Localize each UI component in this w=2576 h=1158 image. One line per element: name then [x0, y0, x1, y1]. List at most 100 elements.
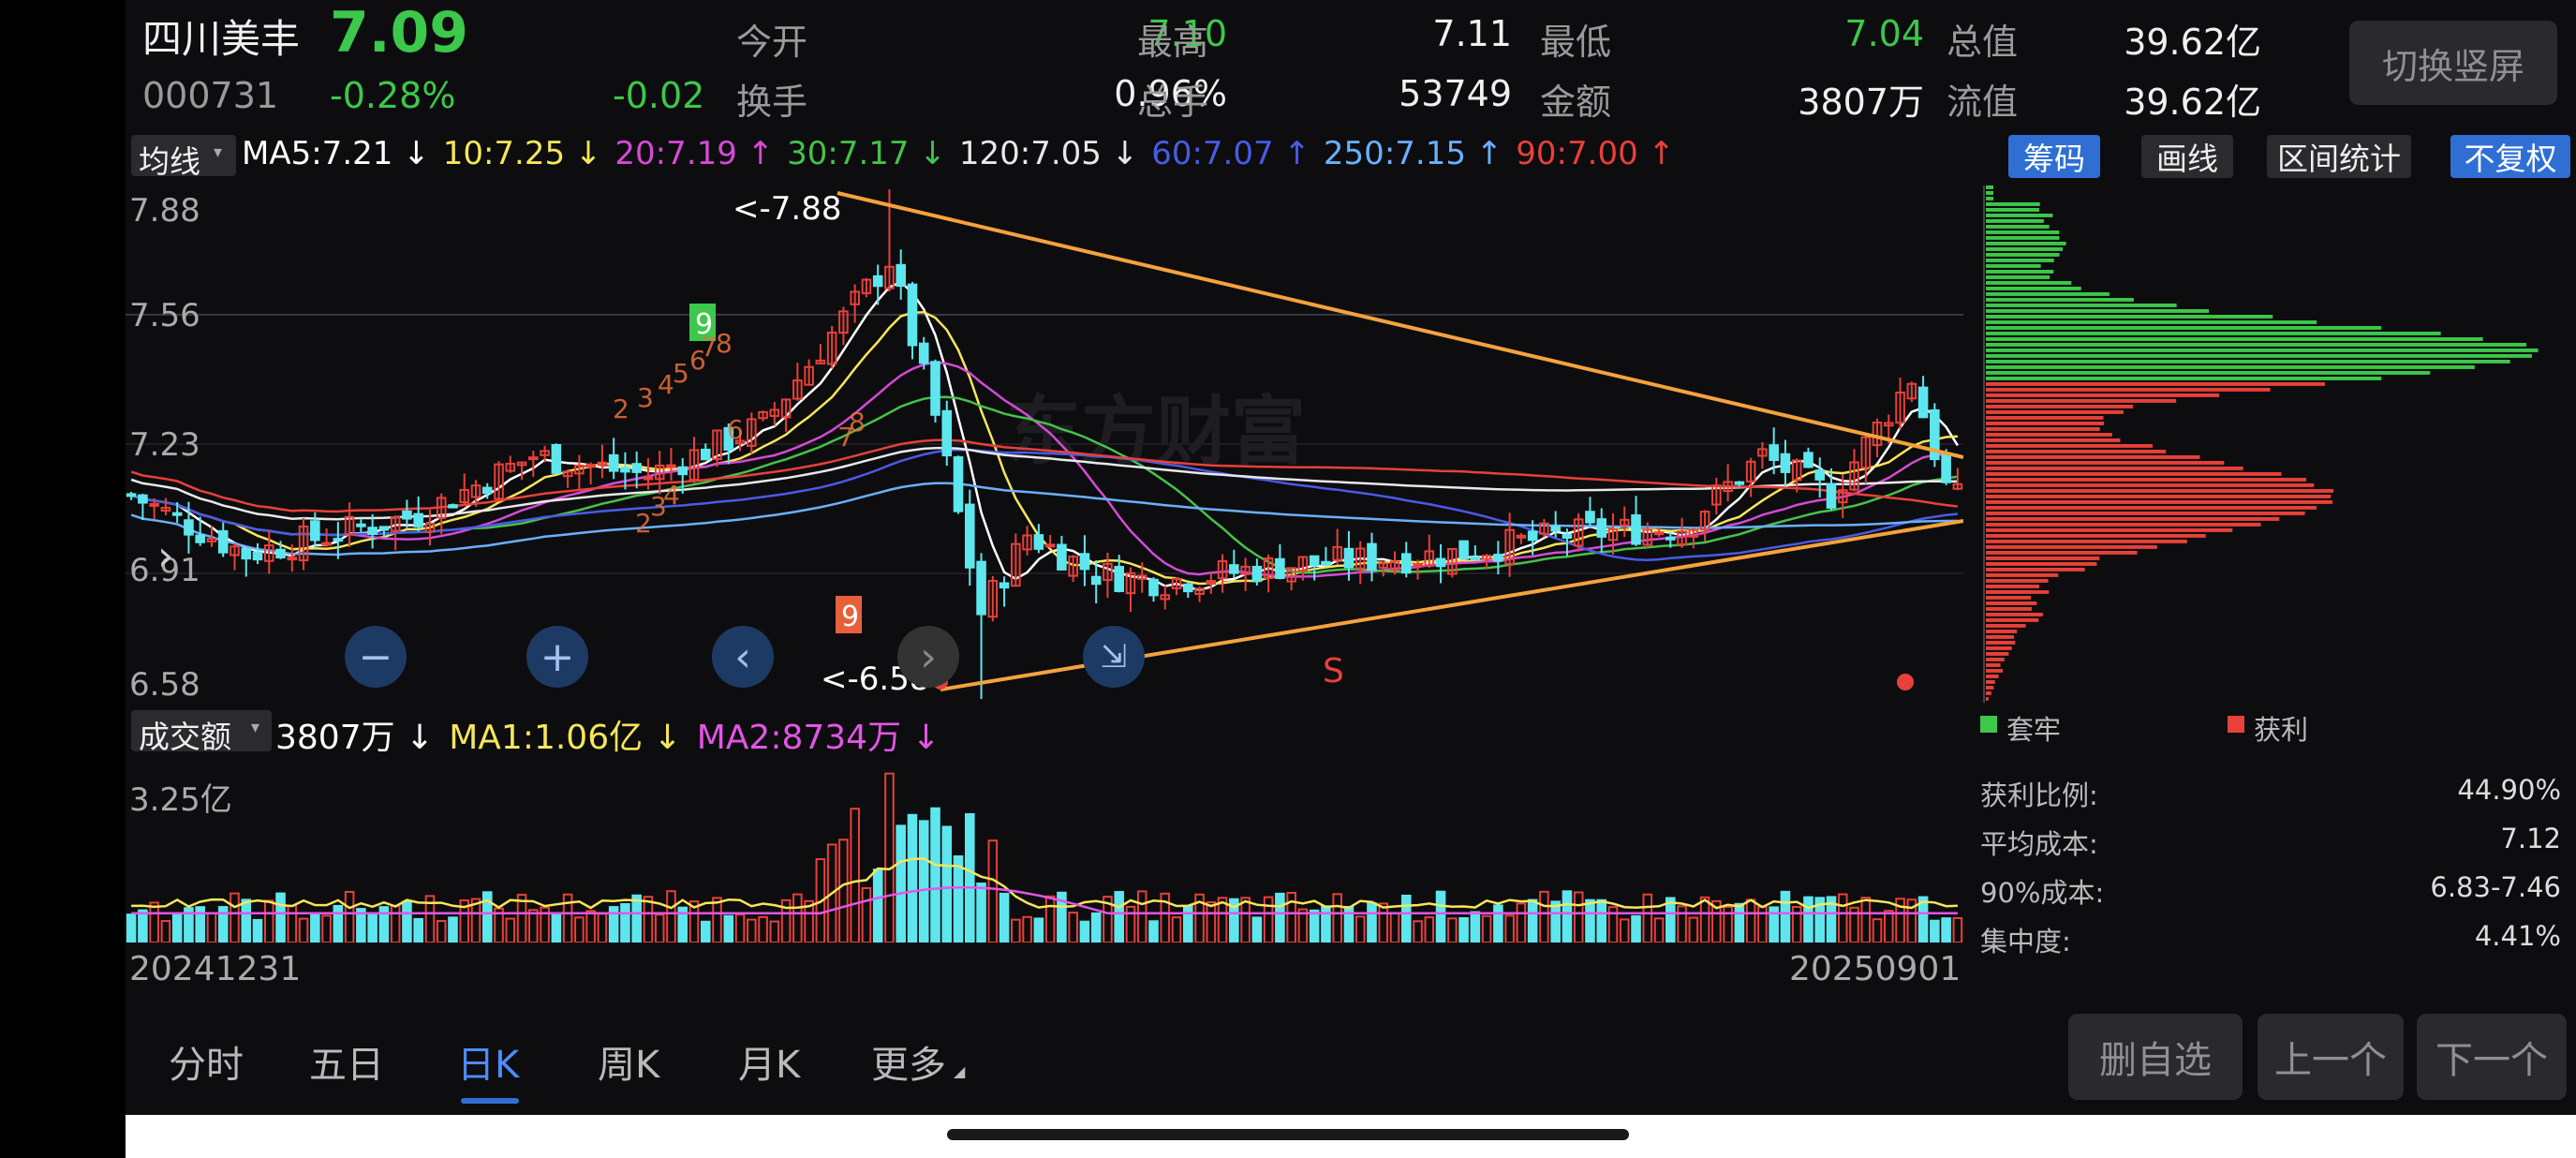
- volume-bar: [160, 920, 171, 943]
- tab-five-day[interactable]: 五日: [309, 1044, 384, 1087]
- candle: [1562, 528, 1573, 557]
- sequence-number: 4: [658, 369, 674, 400]
- candle: [1355, 541, 1366, 585]
- candle: [516, 461, 527, 481]
- candle: [1607, 512, 1619, 556]
- chip-bar: [1986, 253, 2060, 257]
- chip-bar: [1986, 360, 2510, 364]
- chip-bar: [1986, 551, 2138, 555]
- price-axis-label: 7.23: [129, 426, 200, 464]
- candle: [1573, 512, 1584, 552]
- scroll-left-button[interactable]: ‹: [712, 626, 774, 688]
- chip-bar: [1986, 697, 1989, 701]
- candle: [1596, 508, 1607, 553]
- tab-intraday[interactable]: 分时: [169, 1044, 244, 1087]
- volume-bar: [1596, 898, 1607, 943]
- scroll-right-button[interactable]: ›: [897, 626, 959, 688]
- tab-daily-k[interactable]: 日K: [457, 1044, 520, 1087]
- volume-bar: [1182, 904, 1193, 943]
- candle: [481, 482, 493, 499]
- candle: [1666, 532, 1676, 548]
- sell-signal-marker: S: [1323, 652, 1344, 690]
- candle: [160, 497, 171, 515]
- volume-bar: [195, 906, 205, 943]
- remove-watchlist-button[interactable]: 删自选: [2068, 1014, 2243, 1100]
- next-stock-button[interactable]: 下一个: [2417, 1014, 2567, 1100]
- candle: [287, 543, 298, 572]
- volume-bar: [585, 910, 596, 943]
- active-tab-indicator: [461, 1098, 519, 1104]
- volume-bar: [252, 918, 263, 943]
- volume-chart[interactable]: [126, 761, 1963, 943]
- chip-bar: [1986, 590, 2050, 594]
- zoom-out-button[interactable]: −: [345, 626, 407, 688]
- volume-bar: [333, 904, 344, 943]
- turnover-value: 0.96%: [1114, 73, 1227, 114]
- plus-icon: +: [540, 632, 575, 681]
- candle: [528, 451, 539, 478]
- range-stats-button[interactable]: 区间统计: [2267, 135, 2411, 178]
- candle: [1240, 557, 1251, 591]
- reset-view-button[interactable]: ⇲: [1083, 626, 1145, 688]
- candle: [1103, 552, 1113, 599]
- volume-bar: [1217, 897, 1228, 943]
- candle: [494, 461, 504, 500]
- volume-bar: [1619, 918, 1630, 943]
- candle: [758, 410, 768, 422]
- chart-grid: [126, 313, 1963, 574]
- candle: [723, 423, 734, 465]
- candle: [1734, 481, 1745, 487]
- candle: [631, 451, 642, 489]
- tab-more[interactable]: 更多: [871, 1044, 946, 1087]
- candle: [918, 336, 929, 370]
- chip-bar: [1986, 500, 2333, 504]
- kline-chart[interactable]: 东方财富 7.887.567.236.916.58 <-7.88<-6.5899…: [126, 186, 1963, 703]
- amount-label: 金额: [1540, 82, 1612, 123]
- candle: [1378, 561, 1389, 577]
- chips-button[interactable]: 筹码: [2008, 135, 2100, 178]
- adjust-price-button[interactable]: 不复权: [2450, 135, 2570, 178]
- profit-legend-swatch: [2228, 716, 2244, 733]
- candle: [1263, 554, 1274, 593]
- candle: [1400, 542, 1412, 578]
- zoom-in-button[interactable]: +: [526, 626, 588, 688]
- volume-bar: [758, 915, 768, 943]
- chevron-right-icon: ›: [920, 632, 937, 681]
- volume-bar: [1481, 914, 1492, 943]
- price-axis-label: 7.88: [129, 192, 200, 230]
- chip-bar: [1986, 270, 2054, 274]
- date-start: 20241231: [129, 950, 302, 988]
- volume-bar: [1573, 891, 1584, 943]
- chip-bar: [1986, 433, 2112, 437]
- candle: [1849, 449, 1859, 492]
- draw-line-button[interactable]: 画线: [2141, 135, 2233, 178]
- candle: [907, 281, 918, 360]
- ma-selector[interactable]: 均线 ▾: [131, 135, 236, 180]
- candle: [1160, 585, 1171, 610]
- home-indicator[interactable]: [947, 1129, 1629, 1140]
- candle: [424, 510, 436, 546]
- candle: [505, 455, 516, 473]
- previous-stock-button[interactable]: 上一个: [2258, 1014, 2404, 1100]
- candle: [402, 499, 412, 528]
- switch-portrait-button[interactable]: 切换竖屏: [2349, 21, 2557, 105]
- chip-bar: [1986, 646, 2012, 650]
- chip-bar: [1986, 691, 1991, 695]
- ma30-value: 30:7.17 ↓: [787, 135, 946, 172]
- volume-bar: [1723, 906, 1733, 943]
- volume-bar: [1872, 918, 1883, 943]
- volume-indicator-selector[interactable]: 成交额 ▾: [131, 710, 272, 755]
- candle: [1206, 572, 1217, 594]
- change-amount: -0.02: [613, 75, 705, 116]
- chevron-right-icon[interactable]: ›: [157, 532, 174, 580]
- volume-bar: [528, 909, 539, 943]
- volume-bar: [1413, 920, 1423, 943]
- candle: [734, 428, 746, 452]
- volume-bar: [884, 772, 895, 943]
- candle: [1780, 439, 1791, 486]
- chip-bar: [1986, 219, 2044, 223]
- tab-monthly-k[interactable]: 月K: [738, 1044, 801, 1087]
- chip-bar: [1986, 540, 2187, 543]
- tab-weekly-k[interactable]: 周K: [598, 1044, 660, 1087]
- chip-bar: [1986, 259, 2054, 262]
